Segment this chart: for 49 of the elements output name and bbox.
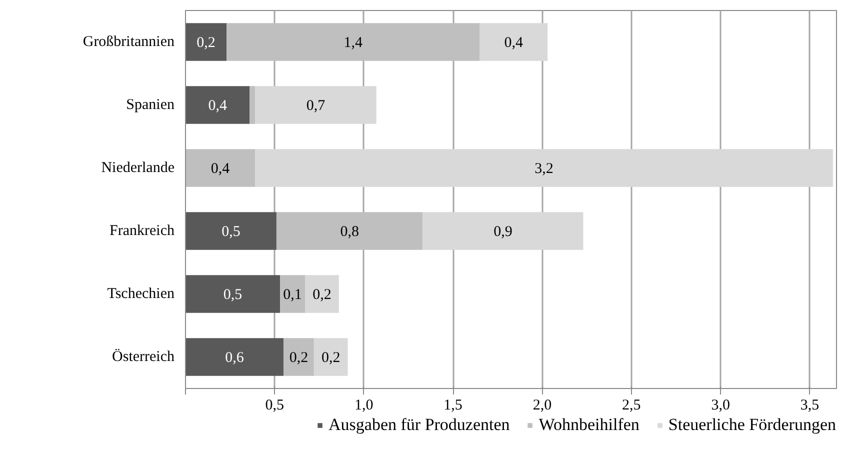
bar (480, 23, 548, 61)
bar (314, 338, 348, 376)
data-label: 0,6 (225, 350, 244, 366)
bar (305, 275, 339, 313)
bar (280, 275, 305, 313)
data-label: 0,7 (306, 98, 326, 114)
data-label: 0,4 (210, 161, 230, 177)
bar (255, 149, 833, 187)
bar (186, 86, 250, 124)
data-label: 0,2 (312, 287, 332, 303)
x-tick-label: 1,5 (444, 398, 462, 414)
bar (186, 149, 256, 187)
bar (276, 212, 423, 250)
data-label: 0,2 (196, 35, 216, 51)
data-label: 0,5 (223, 287, 242, 303)
bar (422, 212, 584, 250)
data-label: 0,4 (208, 98, 228, 114)
y-tick-label: Großbritannien (82, 34, 175, 50)
bar (186, 275, 280, 313)
data-label: 0,2 (321, 350, 340, 366)
bar (186, 338, 284, 376)
bar (226, 23, 480, 61)
data-label: 0,2 (289, 350, 308, 366)
legend-label: Ausgaben für Produzenten (328, 415, 510, 435)
x-tick-label: 3,5 (800, 398, 820, 414)
bar (186, 23, 227, 61)
bar (255, 86, 376, 124)
legend-label: Wohnbeihilfen (538, 415, 640, 435)
bar (284, 338, 314, 376)
x-tick-label: 3,0 (711, 398, 730, 414)
x-tick-label: 0,5 (265, 398, 284, 414)
bar (250, 86, 256, 124)
x-tick-label: 2,5 (622, 398, 641, 414)
y-tick-label: Tschechien (107, 286, 175, 302)
data-label: 0,1 (283, 287, 302, 303)
data-label: 3,2 (534, 161, 554, 177)
legend-label: Steuerliche Förderungen (668, 415, 836, 435)
y-tick-label: Österreich (112, 348, 175, 365)
x-tick-label: 1,0 (354, 398, 374, 414)
bar (186, 212, 276, 250)
y-tick-label: Frankreich (110, 223, 175, 239)
data-label: 1,4 (344, 35, 364, 51)
data-label: 0,4 (504, 35, 524, 51)
data-label: 0,9 (494, 224, 512, 240)
x-tick-label: 2,0 (532, 398, 552, 414)
y-tick-label: Spanien (126, 97, 175, 113)
data-label: 0,8 (340, 224, 359, 240)
data-label: 0,5 (222, 224, 240, 240)
y-tick-label: Niederlande (101, 160, 175, 176)
